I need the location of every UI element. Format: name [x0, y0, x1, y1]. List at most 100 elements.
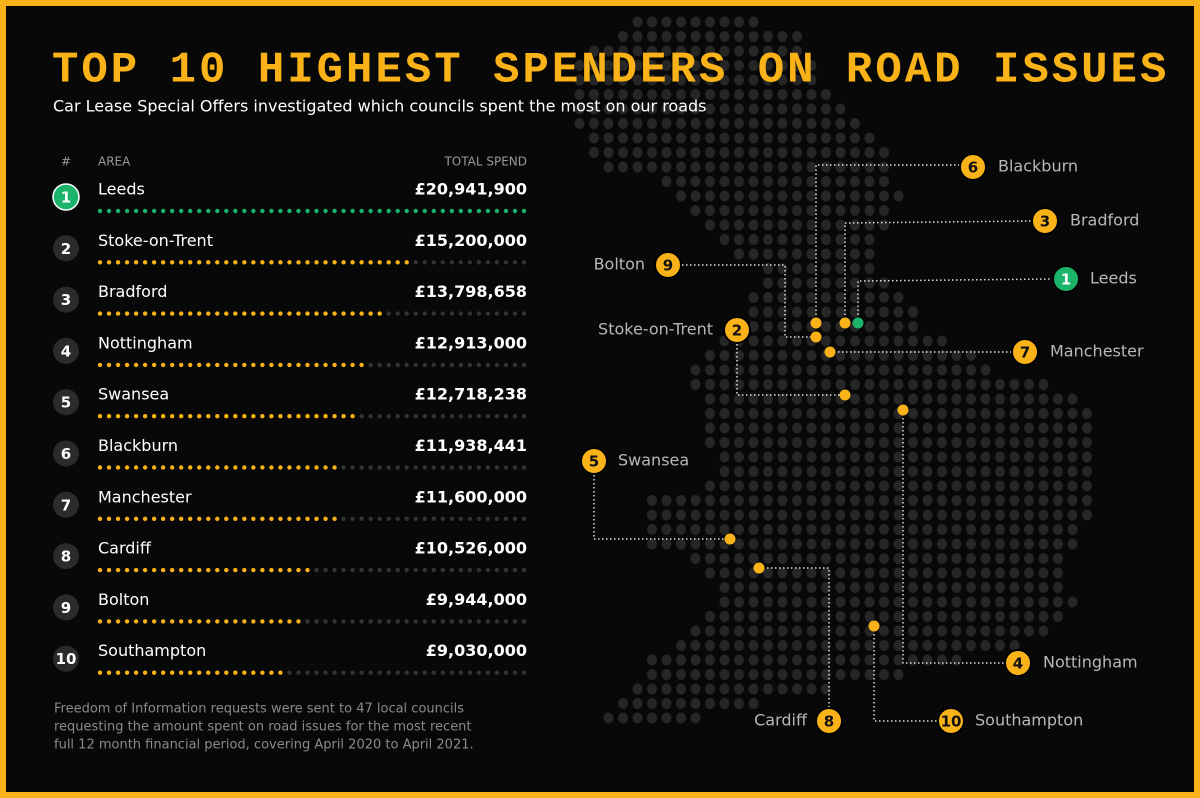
map-dot — [806, 60, 817, 71]
map-dot — [1053, 466, 1063, 477]
map-dot — [748, 466, 759, 477]
map-dot — [835, 640, 846, 651]
map-dot — [748, 161, 759, 173]
map-dot — [690, 553, 701, 564]
map-dot — [879, 205, 889, 216]
map-dot — [777, 335, 788, 347]
map-dot — [835, 654, 846, 666]
map-dot — [850, 147, 860, 158]
dot — [197, 208, 202, 214]
map-dot — [763, 176, 773, 187]
dot — [368, 516, 373, 521]
dot — [314, 208, 319, 214]
dot — [242, 362, 247, 368]
map-dot — [980, 640, 991, 651]
dot — [314, 567, 319, 573]
dot — [124, 567, 130, 573]
dot — [458, 619, 464, 624]
dot — [350, 260, 355, 265]
map-dot — [879, 219, 889, 231]
dot — [124, 362, 130, 368]
map-dot — [1024, 567, 1034, 579]
map-dot — [821, 654, 831, 666]
map-dot — [821, 292, 831, 303]
dot — [142, 567, 148, 573]
map-dot — [806, 466, 817, 477]
map-dot — [1009, 437, 1020, 448]
map-dot — [705, 393, 715, 405]
map-dot — [821, 190, 831, 202]
map-dot — [734, 422, 744, 434]
dot — [368, 619, 373, 624]
dot — [206, 619, 211, 624]
map-dot — [922, 364, 933, 376]
dot — [287, 311, 292, 316]
dot — [206, 208, 211, 214]
dot — [260, 465, 265, 470]
map-dot — [719, 408, 730, 419]
dot — [305, 619, 310, 624]
map-dot — [690, 132, 701, 144]
map-dot — [777, 205, 788, 216]
map-dot — [1038, 437, 1049, 448]
map-dot — [792, 553, 802, 564]
dot — [413, 414, 418, 419]
spend-dots — [97, 260, 527, 265]
map-dot — [821, 538, 831, 550]
dot — [467, 619, 473, 624]
dot — [133, 516, 139, 521]
map-dot — [647, 669, 657, 680]
map-dot — [850, 538, 860, 550]
map-dot — [690, 103, 701, 115]
map-dot — [864, 582, 875, 593]
rank-badge — [53, 235, 79, 262]
dot — [160, 619, 166, 624]
dot — [97, 516, 103, 521]
map-dot — [719, 393, 730, 405]
dot — [142, 208, 148, 214]
spend-dots — [97, 414, 527, 419]
dot — [485, 208, 491, 214]
map-dot — [719, 364, 730, 376]
map-dot — [966, 524, 976, 535]
map-dot — [893, 292, 904, 303]
map-dot — [864, 292, 875, 303]
map-dot — [792, 31, 802, 42]
dot — [386, 311, 391, 316]
dot — [296, 208, 301, 214]
dot — [314, 311, 319, 316]
dot — [377, 311, 382, 316]
dot — [350, 465, 355, 470]
dot — [305, 311, 310, 316]
map-dot — [647, 538, 657, 550]
map-dot — [806, 350, 817, 361]
map-dot — [763, 60, 773, 71]
rank: 2 — [61, 240, 71, 258]
map-dot — [734, 437, 744, 448]
map-dot — [893, 466, 904, 477]
dot — [224, 208, 229, 214]
dot — [458, 362, 464, 368]
dot — [476, 260, 482, 265]
map-dot — [734, 567, 744, 579]
map-dot — [792, 118, 802, 129]
callout-badge — [654, 251, 682, 279]
map-dot — [893, 422, 904, 434]
map-dot — [792, 669, 802, 680]
dot — [404, 208, 409, 214]
dot — [133, 362, 139, 368]
footnote: requesting the amount spent on road issu… — [54, 720, 472, 735]
map-dot — [676, 89, 686, 100]
map-dot — [661, 147, 672, 158]
map-dot — [589, 89, 599, 100]
map-dot — [835, 611, 846, 622]
map-dot — [1038, 596, 1049, 608]
spend-dots — [97, 670, 527, 675]
dot — [278, 311, 283, 316]
map-dot — [792, 451, 802, 463]
map-dot — [748, 596, 759, 608]
map-dot — [1082, 437, 1092, 448]
map-dot — [763, 466, 773, 477]
map-dot — [806, 393, 817, 405]
map-dot — [1053, 393, 1063, 405]
